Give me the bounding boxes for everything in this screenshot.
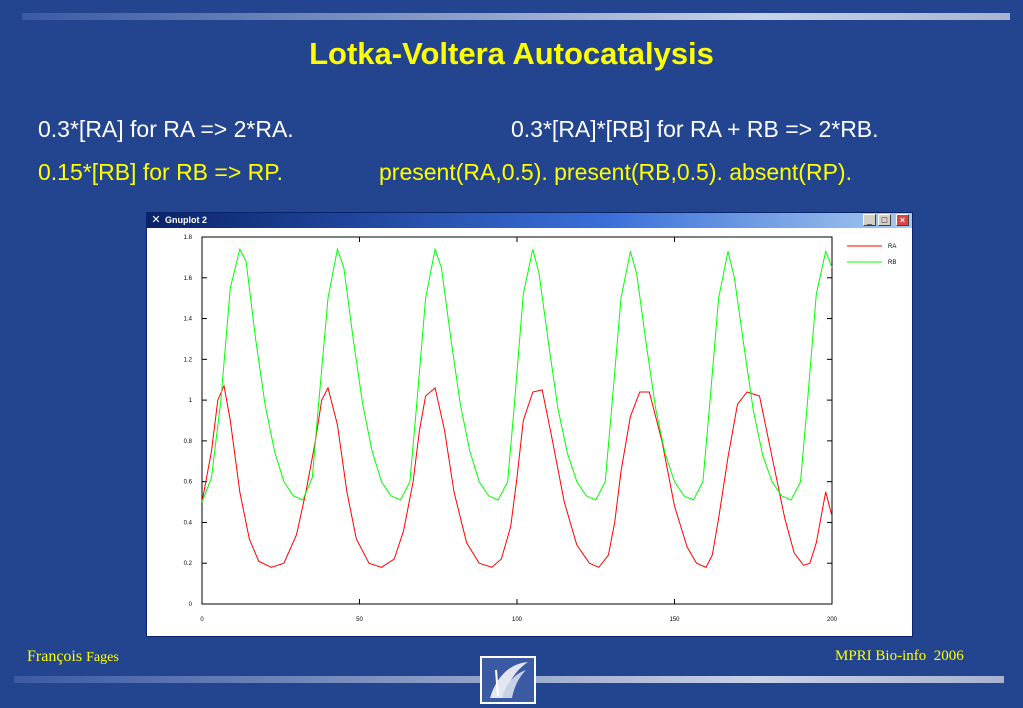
rule1-left-text: 0.3*[RA] for RA => 2*RA.: [38, 116, 294, 142]
top-decorative-rule: [22, 13, 1010, 20]
rule1-right-text: 0.3*[RA]*[RB] for RA + RB => 2*RB.: [511, 116, 879, 142]
x-tick-label: 200: [827, 617, 838, 623]
rule2-right-text: present(RA,0.5). present(RB,0.5). absent…: [379, 159, 852, 185]
window-titlebar[interactable]: ✕ Gnuplot 2 _ □ ×: [147, 213, 912, 228]
author-name: François Fages: [27, 648, 119, 666]
legend-label-rb: RB: [888, 260, 896, 266]
x-window-icon: ✕: [151, 214, 161, 226]
series-line-ra: [201, 384, 833, 568]
legend-label-ra: RA: [888, 244, 896, 250]
y-tick-label: 0.8: [184, 439, 193, 445]
maximize-button[interactable]: □: [878, 214, 891, 226]
rule2-left-text: 0.15*[RB] for RB => RP.: [38, 159, 284, 185]
author-first-name: François: [27, 648, 83, 665]
slide-title: Lotka-Voltera Autocatalysis: [309, 36, 714, 71]
plot-frame: [201, 236, 833, 605]
minimize-button[interactable]: _: [863, 214, 876, 226]
series-line-rb: [201, 247, 833, 503]
y-tick-label: 0.6: [184, 480, 193, 486]
y-tick-label: 1.8: [184, 235, 193, 241]
y-tick-label: 1.6: [184, 276, 193, 282]
x-tick-label: 0: [200, 617, 204, 623]
x-tick-label: 100: [512, 617, 523, 623]
y-tick-label: 1.2: [184, 357, 193, 363]
y-tick-label: 0.4: [184, 520, 193, 526]
x-tick-label: 150: [669, 617, 680, 623]
y-tick-label: 0.2: [184, 561, 193, 567]
y-tick-label: 1: [189, 398, 193, 404]
plot-area: 0 0.2 0.4 0.6 0.8 1 1.2 1.4 1.6 1.8 0 50 100 150 200 RA…: [184, 235, 897, 623]
y-tick-label: 0: [189, 602, 193, 608]
institution-logo: [480, 656, 536, 704]
course-label: MPRI Bio-info 2006: [835, 648, 964, 664]
y-tick-label: 1.4: [184, 317, 193, 323]
x-tick-label: 50: [356, 617, 363, 623]
gnuplot-window[interactable]: ✕ Gnuplot 2 _ □ × 0 0.2 0.4 0.6 0.8 1 1.2 1.4 1.…: [146, 212, 913, 637]
author-last-name: Fages: [86, 650, 119, 665]
close-button[interactable]: ×: [896, 214, 909, 226]
window-title: Gnuplot 2: [165, 215, 207, 225]
